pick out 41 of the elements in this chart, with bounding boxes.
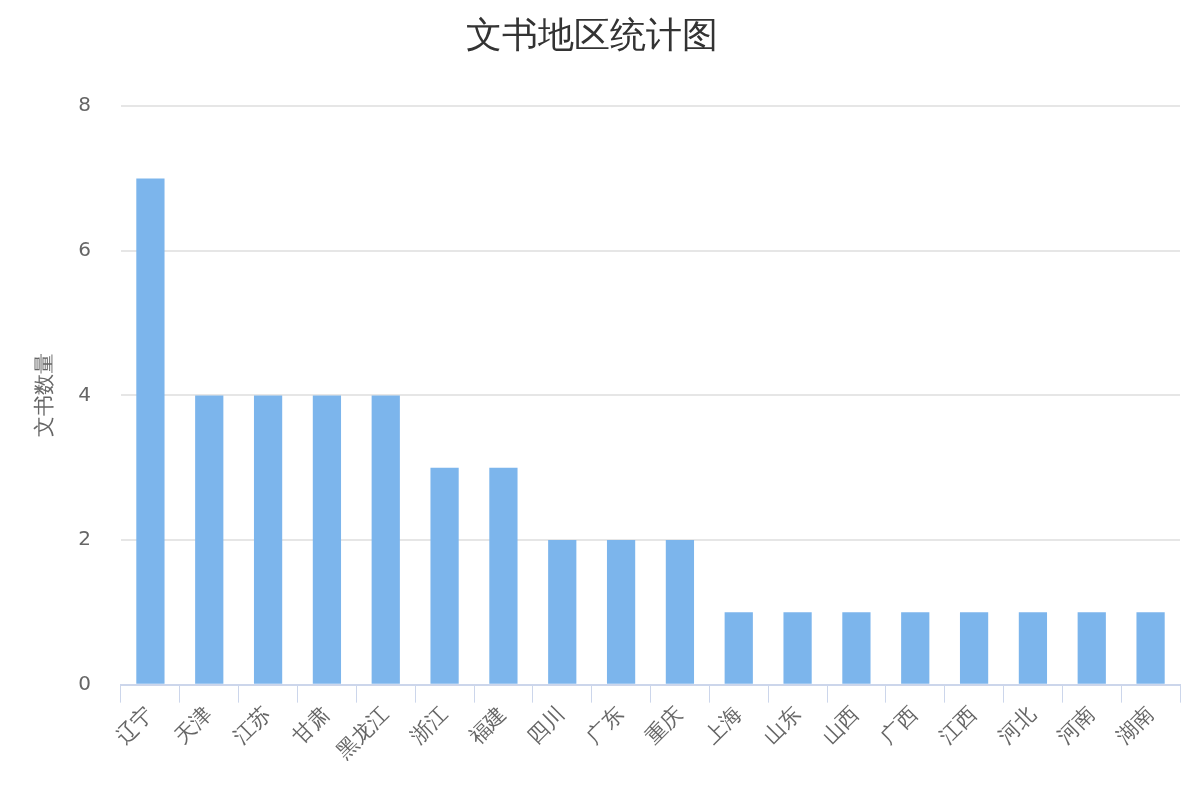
bar bbox=[548, 540, 577, 684]
x-tick-label: 山东 bbox=[758, 701, 805, 749]
x-tick-label: 山西 bbox=[817, 701, 864, 749]
bar bbox=[959, 612, 989, 684]
y-tick-label: 0 bbox=[78, 670, 91, 695]
bar bbox=[1077, 612, 1106, 684]
x-tick-label: 福建 bbox=[464, 701, 511, 749]
y-tick-label: 2 bbox=[78, 526, 91, 551]
bar bbox=[253, 395, 283, 684]
bar bbox=[136, 178, 165, 684]
x-tick-label: 江西 bbox=[934, 701, 982, 749]
bar bbox=[901, 612, 930, 684]
x-tick-label: 湖南 bbox=[1111, 701, 1158, 749]
y-tick-label: 8 bbox=[78, 92, 91, 117]
bar bbox=[783, 612, 812, 684]
x-tick-label: 广西 bbox=[875, 701, 923, 749]
x-tick-label: 浙江 bbox=[405, 701, 452, 749]
bar bbox=[842, 612, 871, 684]
x-tick-label: 广东 bbox=[581, 701, 629, 749]
bar bbox=[371, 395, 400, 684]
bar bbox=[724, 612, 753, 684]
bar bbox=[195, 395, 224, 684]
y-tick-label: 6 bbox=[78, 237, 91, 262]
chart-title: 文书地区统计图 bbox=[466, 13, 718, 55]
x-tick-label: 四川 bbox=[522, 701, 570, 749]
y-tick-label: 4 bbox=[78, 381, 91, 406]
x-tick-label: 辽宁 bbox=[111, 701, 158, 749]
bar bbox=[1018, 612, 1048, 684]
bar bbox=[665, 540, 695, 684]
x-tick-label: 河北 bbox=[993, 701, 1041, 749]
bar bbox=[1136, 612, 1165, 684]
x-tick-label: 河南 bbox=[1052, 701, 1100, 749]
bar bbox=[312, 395, 342, 684]
x-tick-label: 上海 bbox=[699, 701, 747, 749]
y-axis-title: 文书数量 bbox=[32, 353, 57, 438]
bar bbox=[606, 540, 636, 684]
x-tick-label: 重庆 bbox=[640, 701, 688, 749]
x-tick-label: 天津 bbox=[169, 701, 217, 749]
bar bbox=[430, 467, 459, 684]
bar bbox=[489, 467, 518, 684]
x-tick-label: 江苏 bbox=[228, 701, 276, 749]
